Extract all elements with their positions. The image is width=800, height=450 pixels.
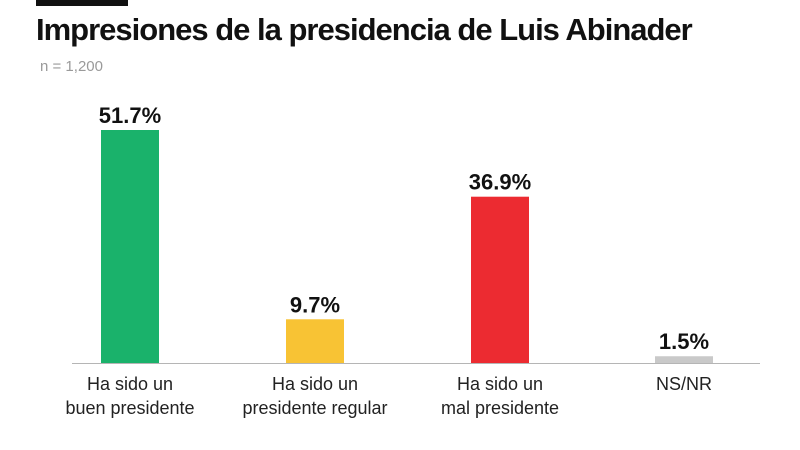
top-accent-bar bbox=[36, 0, 128, 6]
category-label-1: Ha sido un presidente regular bbox=[242, 374, 387, 418]
chart-title: Impresiones de la presidencia de Luis Ab… bbox=[36, 12, 693, 47]
bar-1 bbox=[286, 319, 344, 363]
bar-0 bbox=[101, 130, 159, 363]
bar-value-label-2: 36.9% bbox=[469, 170, 531, 195]
bar-value-label-3: 1.5% bbox=[659, 329, 709, 354]
chart-subtitle: n = 1,200 bbox=[40, 58, 103, 75]
bar-value-label-1: 9.7% bbox=[290, 292, 340, 317]
bars-group: 51.7% Ha sido un buen presidente 9.7% Ha sid… bbox=[65, 103, 713, 418]
category-label-2: Ha sido un mal presidente bbox=[441, 374, 559, 418]
bar-2 bbox=[471, 196, 529, 363]
bar-value-label-0: 51.7% bbox=[99, 103, 161, 128]
category-label-0: Ha sido un buen presidente bbox=[65, 374, 194, 418]
category-label-3: NS/NR bbox=[656, 374, 712, 394]
bar-3 bbox=[655, 356, 713, 363]
